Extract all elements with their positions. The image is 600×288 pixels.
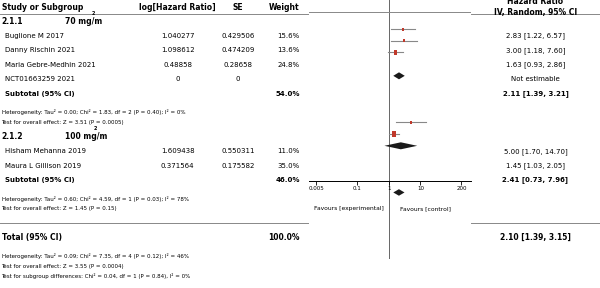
Text: 54.0%: 54.0% (275, 91, 300, 96)
Text: 2.1.2: 2.1.2 (2, 132, 23, 141)
Text: 70 mg/m: 70 mg/m (65, 17, 102, 26)
Text: Subtotal (95% CI): Subtotal (95% CI) (5, 91, 74, 96)
Text: 100.0%: 100.0% (268, 233, 300, 242)
FancyBboxPatch shape (410, 121, 412, 124)
Text: Not estimable: Not estimable (511, 76, 560, 82)
Text: 2.1.1: 2.1.1 (2, 17, 23, 26)
Text: 0.28658: 0.28658 (223, 62, 253, 68)
Text: 1.098612: 1.098612 (161, 48, 194, 53)
Text: 2.83 [1.22, 6.57]: 2.83 [1.22, 6.57] (506, 33, 565, 39)
Text: 0: 0 (236, 76, 240, 82)
Text: 100 mg/m: 100 mg/m (65, 132, 107, 141)
Text: Subtotal (95% CI): Subtotal (95% CI) (5, 177, 74, 183)
Polygon shape (385, 142, 417, 149)
Text: Maura L Gillison 2019: Maura L Gillison 2019 (5, 163, 81, 168)
Text: 46.0%: 46.0% (275, 177, 300, 183)
Text: SE: SE (233, 3, 243, 12)
FancyBboxPatch shape (403, 39, 404, 42)
Text: Favours [control]: Favours [control] (400, 206, 451, 211)
Text: 0.48858: 0.48858 (163, 62, 192, 68)
Text: Study or Subgroup: Study or Subgroup (2, 3, 83, 12)
Text: 0.474209: 0.474209 (221, 48, 254, 53)
Text: Test for subgroup differences: Chi² = 0.04, df = 1 (P = 0.84), I² = 0%: Test for subgroup differences: Chi² = 0.… (2, 274, 191, 279)
Text: 1.45 [1.03, 2.05]: 1.45 [1.03, 2.05] (506, 162, 565, 169)
FancyBboxPatch shape (402, 28, 404, 31)
Text: 0.550311: 0.550311 (221, 148, 254, 154)
Text: 3.00 [1.18, 7.60]: 3.00 [1.18, 7.60] (506, 47, 565, 54)
FancyBboxPatch shape (394, 50, 397, 55)
Text: Test for overall effect: Z = 3.55 (P = 0.0004): Test for overall effect: Z = 3.55 (P = 0… (2, 264, 124, 269)
Text: 0: 0 (175, 76, 180, 82)
Text: 2: 2 (94, 126, 97, 131)
Text: Test for overall effect: Z = 1.45 (P = 0.15): Test for overall effect: Z = 1.45 (P = 0… (2, 206, 117, 211)
Text: 0.175582: 0.175582 (221, 163, 254, 168)
Text: 5.00 [1.70, 14.70]: 5.00 [1.70, 14.70] (503, 148, 568, 155)
Polygon shape (393, 189, 404, 196)
Text: 0.371564: 0.371564 (161, 163, 194, 168)
Text: 13.6%: 13.6% (277, 48, 300, 53)
Text: 1.040277: 1.040277 (161, 33, 194, 39)
Text: Danny Rischin 2021: Danny Rischin 2021 (5, 48, 75, 53)
Text: 1.63 [0.93, 2.86]: 1.63 [0.93, 2.86] (506, 61, 565, 68)
Text: Buglione M 2017: Buglione M 2017 (5, 33, 64, 39)
Text: 24.8%: 24.8% (278, 62, 300, 68)
Text: Hisham Mehanna 2019: Hisham Mehanna 2019 (5, 148, 86, 154)
Text: log[Hazard Ratio]: log[Hazard Ratio] (139, 3, 216, 12)
Text: 0.429506: 0.429506 (221, 33, 254, 39)
Text: 15.6%: 15.6% (277, 33, 300, 39)
Text: NCT01663259 2021: NCT01663259 2021 (5, 76, 74, 82)
Text: 2.41 [0.73, 7.96]: 2.41 [0.73, 7.96] (503, 177, 569, 183)
FancyBboxPatch shape (392, 131, 395, 137)
Text: Maria Gebre-Medhin 2021: Maria Gebre-Medhin 2021 (5, 62, 95, 68)
Text: 2.11 [1.39, 3.21]: 2.11 [1.39, 3.21] (503, 90, 568, 97)
Text: Heterogeneity: Tau² = 0.60; Chi² = 4.59, df = 1 (P = 0.03); I² = 78%: Heterogeneity: Tau² = 0.60; Chi² = 4.59,… (2, 196, 188, 202)
Polygon shape (393, 72, 405, 79)
Text: 35.0%: 35.0% (277, 163, 300, 168)
Text: Hazard Ratio
IV, Random, 95% CI: Hazard Ratio IV, Random, 95% CI (494, 0, 577, 17)
Text: 1.609438: 1.609438 (161, 148, 194, 154)
Text: 2.10 [1.39, 3.15]: 2.10 [1.39, 3.15] (500, 233, 571, 242)
Text: Weight: Weight (269, 3, 300, 12)
Text: Total (95% CI): Total (95% CI) (2, 233, 62, 242)
Text: Test for overall effect: Z = 3.51 (P = 0.0005): Test for overall effect: Z = 3.51 (P = 0… (2, 120, 124, 125)
Text: Heterogeneity: Tau² = 0.00; Chi² = 1.83, df = 2 (P = 0.40); I² = 0%: Heterogeneity: Tau² = 0.00; Chi² = 1.83,… (2, 109, 185, 115)
Text: Favours [experimental]: Favours [experimental] (314, 206, 384, 211)
Text: 2: 2 (91, 11, 95, 16)
Text: 11.0%: 11.0% (277, 148, 300, 154)
Text: Heterogeneity: Tau² = 0.09; Chi² = 7.35, df = 4 (P = 0.12); I² = 46%: Heterogeneity: Tau² = 0.09; Chi² = 7.35,… (2, 253, 188, 259)
